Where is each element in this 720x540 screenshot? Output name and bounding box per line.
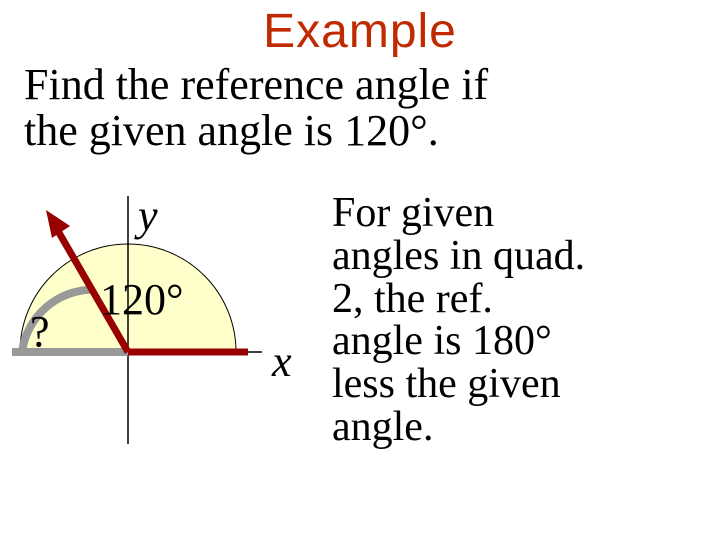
y-axis-label: y xyxy=(138,190,158,241)
explain-line-1: For given xyxy=(332,190,494,236)
terminal-ray-arrow xyxy=(46,210,70,238)
angle-120-label: 120° xyxy=(100,274,184,325)
x-axis-label: x xyxy=(272,336,292,387)
explain-line-4: angle is 180° xyxy=(332,318,552,364)
explain-line-5: less the given xyxy=(332,361,561,407)
ref-angle-question: ? xyxy=(30,306,50,357)
explanation-text: For given angles in quad. 2, the ref. an… xyxy=(332,192,712,449)
explain-line-6: angle. xyxy=(332,404,433,450)
explain-line-2: angles in quad. xyxy=(332,233,585,279)
explain-line-3: 2, the ref. xyxy=(332,276,493,322)
